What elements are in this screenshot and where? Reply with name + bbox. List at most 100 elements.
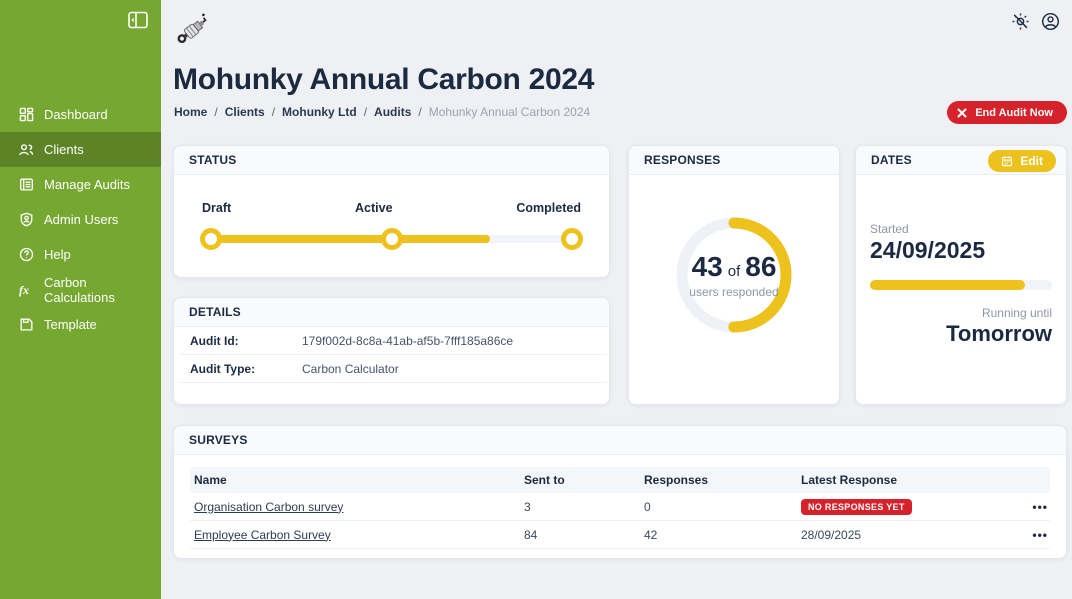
svg-text:fx: fx (19, 283, 29, 297)
breadcrumb-separator: / (418, 105, 422, 119)
sidebar-collapse-icon[interactable] (127, 10, 149, 30)
responses-total: 86 (745, 251, 777, 282)
responses-of-label: of (727, 263, 741, 280)
detail-row-audit-type: Audit Type: Carbon Calculator (180, 355, 607, 383)
sent-to-value: 3 (524, 499, 531, 514)
sidebar-nav: Dashboard Clients Manage Audits (0, 97, 161, 342)
close-x-icon (957, 108, 967, 118)
responses-subtitle: users responded (689, 285, 779, 299)
sidebar-item-dashboard[interactable]: Dashboard (0, 97, 161, 132)
row-menu-icon[interactable]: ••• (1010, 500, 1050, 514)
responses-count: 43 (691, 251, 723, 282)
row-menu-icon[interactable]: ••• (1010, 528, 1050, 542)
details-card: DETAILS Audit Id: 179f002d-8c8a-41ab-af5… (173, 297, 610, 405)
details-card-title: DETAILS (174, 298, 609, 327)
column-header-responses: Responses (644, 473, 709, 487)
end-audit-label: End Audit Now (975, 106, 1053, 119)
dates-card-title: DATES (871, 153, 912, 167)
no-responses-badge: NO RESPONSES YET (801, 498, 912, 515)
sidebar-item-carbon-calculations[interactable]: fx Carbon Calculations (0, 272, 161, 307)
admin-shield-icon (18, 212, 34, 228)
sidebar-item-label: Template (44, 317, 97, 332)
audit-type-value: Carbon Calculator (302, 361, 399, 376)
breadcrumb-home[interactable]: Home (174, 105, 208, 119)
dashboard-grid-icon (18, 107, 34, 123)
column-header-name: Name (194, 473, 227, 487)
surveys-card: SURVEYS Name Sent to Responses Latest Re… (173, 425, 1067, 559)
breadcrumb-separator: / (271, 105, 276, 119)
status-step-labels: Draft Active Completed (202, 201, 581, 215)
function-fx-icon: fx (18, 282, 34, 298)
status-card-title: STATUS (174, 146, 609, 175)
sent-to-value: 84 (524, 527, 538, 542)
responses-donut-chart: 43 of 86 users responded (668, 209, 800, 341)
status-slider (200, 228, 583, 250)
sidebar-item-label: Carbon Calculations (44, 274, 115, 305)
sidebar: Dashboard Clients Manage Audits (0, 0, 161, 599)
sidebar-item-template[interactable]: Template (0, 307, 161, 342)
dates-card: DATES Edit Started 24/09/2025 (855, 145, 1067, 405)
page-title: Mohunky Annual Carbon 2024 (173, 63, 595, 96)
sidebar-item-label: Help (44, 247, 71, 262)
audit-type-label: Audit Type: (190, 361, 256, 376)
calendar-icon (1001, 155, 1013, 167)
theme-toggle-icon[interactable] (1010, 12, 1030, 32)
survey-link[interactable]: Organisation Carbon survey (194, 499, 344, 514)
responses-card: RESPONSES 43 of 86 users responded (628, 145, 840, 405)
help-circle-icon (18, 247, 34, 263)
end-audit-now-button[interactable]: End Audit Now (947, 101, 1067, 124)
step-label-draft: Draft (202, 201, 232, 215)
responses-value: 42 (644, 527, 658, 542)
sidebar-item-help[interactable]: Help (0, 237, 161, 272)
column-header-latest-response: Latest Response (801, 473, 898, 487)
breadcrumb-mohunky-ltd[interactable]: Mohunky Ltd (282, 105, 357, 119)
template-file-icon (18, 317, 34, 333)
audit-id-label: Audit Id: (190, 333, 239, 348)
dates-progress-fill (870, 280, 1025, 290)
sidebar-item-label: Admin Users (44, 212, 119, 227)
started-label: Started (870, 222, 909, 236)
breadcrumb-separator: / (363, 105, 368, 119)
breadcrumb: Home / Clients / Mohunky Ltd / Audits / … (174, 105, 590, 119)
step-label-completed: Completed (516, 201, 581, 215)
breadcrumb-current: Mohunky Annual Carbon 2024 (428, 105, 591, 119)
end-date-value: Tomorrow (946, 321, 1052, 346)
sidebar-item-manage-audits[interactable]: Manage Audits (0, 167, 161, 202)
sidebar-item-label: Clients (44, 142, 84, 157)
status-card: STATUS Draft Active Completed (173, 145, 610, 278)
dates-progress-bar (870, 280, 1052, 290)
step-label-active: Active (355, 201, 393, 215)
status-slider-fill (202, 235, 491, 243)
audits-list-icon (18, 177, 34, 193)
spark-plug-logo (171, 6, 215, 55)
breadcrumb-separator: / (214, 105, 218, 119)
main-content: Mohunky Annual Carbon 2024 Home / Client… (161, 0, 1072, 599)
survey-link[interactable]: Employee Carbon Survey (194, 527, 331, 542)
responses-card-title: RESPONSES (629, 146, 839, 175)
breadcrumb-audits[interactable]: Audits (374, 105, 412, 119)
sidebar-item-admin-users[interactable]: Admin Users (0, 202, 161, 237)
running-until-label: Running until (981, 306, 1052, 320)
sidebar-item-label: Manage Audits (44, 177, 131, 192)
detail-row-audit-id: Audit Id: 179f002d-8c8a-41ab-af5b-7fff18… (180, 327, 607, 355)
status-stop-draft[interactable] (200, 228, 222, 250)
account-icon[interactable] (1040, 12, 1060, 32)
edit-dates-button[interactable]: Edit (988, 150, 1056, 172)
table-row-organisation-survey: Organisation Carbon survey 3 0 NO RESPON… (190, 493, 1050, 521)
latest-response-value: 28/09/2025 (801, 527, 862, 542)
status-stop-completed[interactable] (561, 228, 583, 250)
responses-value: 0 (644, 499, 651, 514)
surveys-card-title: SURVEYS (174, 426, 1066, 455)
start-date-value: 24/09/2025 (870, 237, 986, 263)
topbar-actions (1010, 12, 1060, 32)
sidebar-item-clients[interactable]: Clients (0, 132, 161, 167)
edit-button-label: Edit (1020, 154, 1043, 168)
sidebar-item-label: Dashboard (44, 107, 108, 122)
table-row-employee-survey: Employee Carbon Survey 84 42 28/09/2025 … (190, 521, 1050, 549)
column-header-sent-to: Sent to (524, 473, 565, 487)
clients-people-icon (18, 142, 34, 158)
surveys-table-header: Name Sent to Responses Latest Response (190, 467, 1050, 493)
breadcrumb-clients[interactable]: Clients (224, 105, 265, 119)
status-stop-active[interactable] (380, 228, 403, 250)
audit-id-value: 179f002d-8c8a-41ab-af5b-7fff185a86ce (302, 333, 514, 348)
